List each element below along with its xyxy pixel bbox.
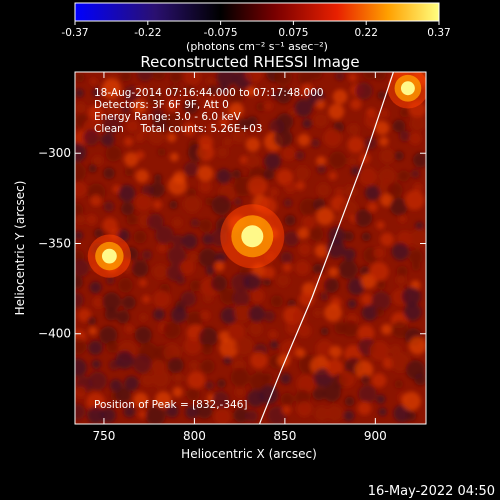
annotation-time: 18-Aug-2014 07:16:44.000 to 07:17:48.000 — [94, 87, 324, 99]
footer-timestamp: 16-May-2022 04:50 — [368, 484, 495, 499]
solar-limb — [258, 72, 394, 424]
colorbar-tick-label: 0.22 — [355, 27, 378, 39]
colorbar-tick-label: -0.075 — [204, 27, 238, 39]
peak-position-label: Position of Peak = [832,-346] — [94, 399, 248, 411]
y-tick-label: −300 — [38, 146, 71, 160]
y-tick-label: −400 — [38, 327, 71, 341]
plot-area — [75, 72, 426, 424]
emission-source-peak — [241, 225, 264, 248]
y-axis: −300 −350 −400 — [38, 146, 426, 341]
x-tick-label: 900 — [364, 429, 387, 443]
emission-sources — [87, 72, 426, 278]
x-axis: 750 800 850 900 — [92, 72, 387, 443]
colorbar — [74, 2, 440, 22]
x-tick-label: 750 — [92, 429, 115, 443]
x-axis-label: Heliocentric X (arcsec) — [181, 447, 317, 461]
emission-source-peak — [400, 81, 415, 96]
annotation-detectors: Detectors: 3F 6F 9F, Att 0 — [94, 99, 229, 111]
colorbar-tick-label: 0.075 — [278, 27, 308, 39]
colorbar-tick-label: 0.37 — [427, 27, 450, 39]
x-tick-label: 850 — [273, 429, 296, 443]
colorbar-ticks: -0.37 -0.22 -0.075 0.075 0.22 0.37 — [61, 21, 451, 39]
annotation-energy: Energy Range: 3.0 - 6.0 keV — [94, 111, 242, 123]
colorbar-tick-label: -0.37 — [61, 27, 88, 39]
annotation-clean: Clean Total counts: 5.26E+03 — [94, 123, 263, 135]
y-axis-label: Heliocentric Y (arcsec) — [13, 181, 27, 316]
chart-title: Reconstructed RHESSI Image — [140, 53, 359, 71]
emission-source-peak — [101, 248, 117, 264]
colorbar-tick-label: -0.22 — [134, 27, 161, 39]
y-tick-label: −350 — [38, 236, 71, 250]
plot-frame — [74, 71, 427, 425]
colorbar-unit-label: (photons cm⁻² s⁻¹ asec⁻²) — [186, 40, 328, 53]
x-tick-label: 800 — [183, 429, 206, 443]
